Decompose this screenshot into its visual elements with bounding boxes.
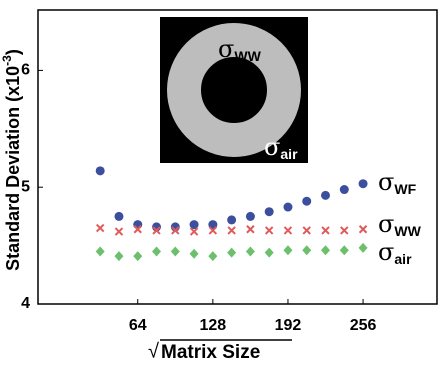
point bbox=[302, 245, 311, 255]
sigma-symbol: σ bbox=[378, 238, 394, 266]
point bbox=[303, 227, 310, 234]
x-tick-label: 256 bbox=[350, 317, 377, 334]
sigma-subscript: air bbox=[280, 146, 298, 162]
point bbox=[96, 246, 105, 256]
point bbox=[340, 245, 349, 255]
point bbox=[190, 220, 199, 229]
sigma-symbol: σ bbox=[264, 133, 280, 161]
point bbox=[359, 243, 368, 253]
point bbox=[228, 227, 235, 234]
point bbox=[321, 245, 330, 255]
y-label-main: Standard Deviation (x10 bbox=[3, 66, 23, 271]
point bbox=[133, 220, 142, 229]
x-radical: √ bbox=[148, 340, 159, 362]
point bbox=[284, 227, 291, 234]
sigma-symbol: σ bbox=[218, 35, 234, 63]
sigma-subscript: WF bbox=[394, 181, 416, 197]
x-axis-title: Matrix Size bbox=[161, 342, 260, 363]
x-tick-label: 128 bbox=[200, 317, 227, 334]
point bbox=[190, 249, 199, 259]
point bbox=[227, 215, 236, 224]
y-tick-label: 4 bbox=[21, 295, 30, 312]
y-tick-label: 5 bbox=[21, 178, 30, 195]
point bbox=[114, 212, 123, 221]
sigma-label: σWF bbox=[378, 168, 417, 197]
sigma-symbol: σ bbox=[378, 210, 394, 238]
point bbox=[321, 191, 330, 200]
point bbox=[265, 207, 274, 216]
point bbox=[283, 203, 292, 212]
point bbox=[246, 246, 255, 256]
sigma-symbol: σ bbox=[378, 168, 394, 196]
point bbox=[247, 226, 254, 233]
point bbox=[152, 246, 161, 256]
point bbox=[114, 251, 123, 261]
x-tick-label: 192 bbox=[275, 317, 302, 334]
point bbox=[227, 248, 236, 258]
sigma-subscript: WW bbox=[234, 48, 261, 64]
sigma-label: σWW bbox=[378, 210, 422, 239]
point bbox=[302, 197, 311, 206]
point bbox=[208, 251, 217, 261]
point bbox=[283, 245, 292, 255]
point bbox=[171, 246, 180, 256]
point bbox=[359, 179, 368, 188]
sigma-subscript: WF bbox=[224, 91, 246, 107]
y-tick-label: 6 bbox=[21, 62, 30, 79]
x-tick-label: 64 bbox=[129, 317, 147, 334]
point bbox=[97, 225, 104, 232]
y-label-end: ) bbox=[3, 49, 23, 55]
point bbox=[133, 251, 142, 261]
point bbox=[265, 248, 274, 258]
series bbox=[96, 166, 368, 231]
sigma-subscript: WW bbox=[394, 223, 421, 239]
point bbox=[322, 227, 329, 234]
point bbox=[96, 166, 105, 175]
point bbox=[115, 228, 122, 235]
sigma-symbol: σ bbox=[208, 78, 224, 106]
point bbox=[360, 226, 367, 233]
y-axis-title: Standard Deviation (x10-3) bbox=[0, 49, 23, 271]
sigma-subscript: air bbox=[394, 251, 412, 267]
sigma-label: σair bbox=[378, 238, 412, 267]
point bbox=[266, 227, 273, 234]
y-label-sup: -3 bbox=[0, 55, 14, 66]
point bbox=[191, 228, 198, 235]
point bbox=[246, 212, 255, 221]
point bbox=[340, 185, 349, 194]
series bbox=[96, 243, 368, 261]
chart: Standard Deviation (x10-3) √ Matrix Size… bbox=[0, 0, 441, 366]
point bbox=[341, 227, 348, 234]
